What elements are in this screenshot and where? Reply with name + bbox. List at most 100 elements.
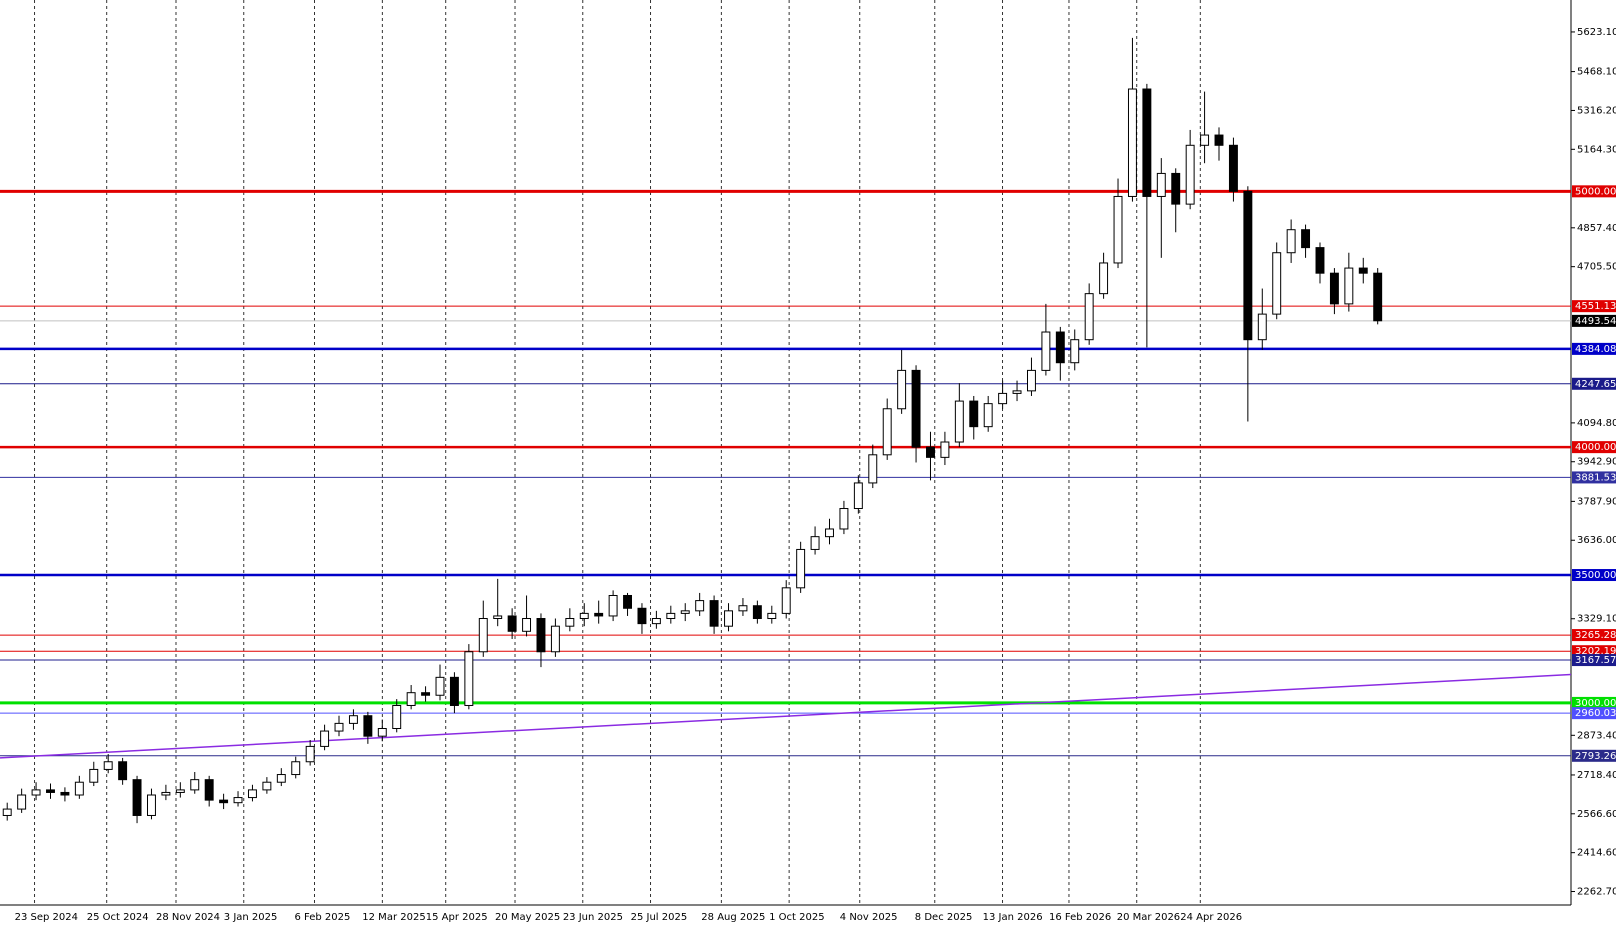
level-label: 4384.08 <box>1575 344 1616 355</box>
y-tick-label: 3636.00 <box>1577 535 1616 546</box>
level-label-box <box>1572 629 1616 642</box>
candle-body <box>291 761 301 776</box>
candle-body <box>493 615 503 620</box>
x-tick-label: 20 Mar 2026 <box>1117 912 1180 923</box>
candle-body <box>911 369 921 448</box>
level-label-box <box>1572 377 1616 390</box>
level-label-box <box>1572 696 1616 709</box>
x-tick-label: 4 Nov 2025 <box>840 912 898 923</box>
current-price-label: 4493.54 <box>1575 316 1616 327</box>
candle-body <box>998 392 1008 405</box>
candle-body <box>118 761 128 781</box>
x-tick-label: 25 Jul 2025 <box>631 912 688 923</box>
candle-body <box>565 618 575 627</box>
candle-body <box>103 761 113 770</box>
y-tick-label: 5316.20 <box>1577 105 1616 116</box>
candle-body <box>954 400 964 443</box>
candle-body <box>1228 144 1238 192</box>
y-tick-label: 5623.10 <box>1577 27 1616 38</box>
candle-body <box>969 400 979 428</box>
candle-body <box>522 618 532 632</box>
candle-body <box>1214 134 1224 146</box>
trendline <box>0 673 1572 759</box>
candle-body <box>1156 172 1166 197</box>
candle-body <box>377 728 387 737</box>
y-tick-label: 2414.60 <box>1577 848 1616 859</box>
x-tick-label: 28 Nov 2024 <box>156 912 220 923</box>
candle-body <box>305 745 315 763</box>
x-tick-label: 12 Mar 2025 <box>362 912 425 923</box>
candle-body <box>1113 195 1123 264</box>
candle-body <box>348 715 358 724</box>
y-tick-label: 5164.30 <box>1577 144 1616 155</box>
candle-body <box>1012 390 1022 394</box>
y-tick-label: 3329.10 <box>1577 614 1616 625</box>
candle-body <box>89 768 99 783</box>
candle-body <box>1329 272 1339 305</box>
x-tick-label: 16 Feb 2026 <box>1049 912 1111 923</box>
level-label-box <box>1572 185 1616 198</box>
candle-body <box>147 794 156 816</box>
candle-body <box>839 508 849 530</box>
level-label: 4551.13 <box>1575 301 1616 312</box>
candle-body <box>940 441 950 458</box>
candle-body <box>738 605 748 612</box>
candle-body <box>623 594 633 609</box>
level-label: 4247.65 <box>1575 379 1616 390</box>
level-label-box <box>1572 471 1616 484</box>
candle-body <box>334 722 344 732</box>
candle-body <box>233 797 243 804</box>
candle-body <box>1070 339 1080 364</box>
level-label: 3202.19 <box>1575 646 1616 657</box>
y-tick-label: 2718.40 <box>1577 770 1616 781</box>
candle-body <box>1373 272 1383 322</box>
candle-body <box>421 692 431 696</box>
level-label: 2793.26 <box>1575 751 1616 762</box>
y-tick-label: 4857.40 <box>1577 223 1616 234</box>
candle-body <box>1084 293 1094 341</box>
candle-body <box>781 587 791 614</box>
candle-body <box>1243 190 1253 341</box>
x-tick-label: 20 May 2025 <box>495 912 560 923</box>
level-label-box <box>1572 654 1616 667</box>
candle-body <box>637 607 647 625</box>
candle-body <box>1099 262 1109 295</box>
candle-body <box>74 781 84 796</box>
level-label: 3500.00 <box>1575 570 1616 581</box>
candle-body <box>1171 172 1181 205</box>
candle-body <box>464 651 474 706</box>
y-tick-label: 4705.50 <box>1577 262 1616 273</box>
candle-body <box>132 779 142 816</box>
candle-body <box>1301 229 1311 249</box>
candle-body <box>60 791 70 796</box>
level-label: 3265.28 <box>1575 630 1616 641</box>
y-tick-label: 4094.80 <box>1577 418 1616 429</box>
x-tick-label: 8 Dec 2025 <box>915 912 973 923</box>
candle-body <box>161 791 171 796</box>
candle-body <box>31 789 41 796</box>
x-tick-label: 23 Jun 2025 <box>563 912 623 923</box>
candle-body <box>320 730 330 747</box>
level-label: 3167.57 <box>1575 655 1616 666</box>
level-label-box <box>1572 707 1616 720</box>
level-label: 3000.00 <box>1575 698 1616 709</box>
candle-body <box>190 779 200 791</box>
level-label-box <box>1572 300 1616 313</box>
candle-body <box>550 625 560 653</box>
candle-body <box>1286 229 1296 254</box>
candle-body <box>449 676 459 706</box>
x-tick-label: 13 Jan 2026 <box>983 912 1043 923</box>
candle-body <box>1127 88 1137 197</box>
x-tick-label: 23 Sep 2024 <box>15 912 78 923</box>
candle-body <box>695 600 705 612</box>
y-tick-label: 5468.10 <box>1577 67 1616 78</box>
candle-body <box>752 605 762 620</box>
candle-body <box>767 612 777 620</box>
candle-body <box>175 789 185 793</box>
candle-body <box>478 618 488 653</box>
y-tick-label: 2873.40 <box>1577 730 1616 741</box>
candle-body <box>435 676 445 696</box>
candle-body <box>262 781 272 791</box>
candle-body <box>666 612 676 620</box>
